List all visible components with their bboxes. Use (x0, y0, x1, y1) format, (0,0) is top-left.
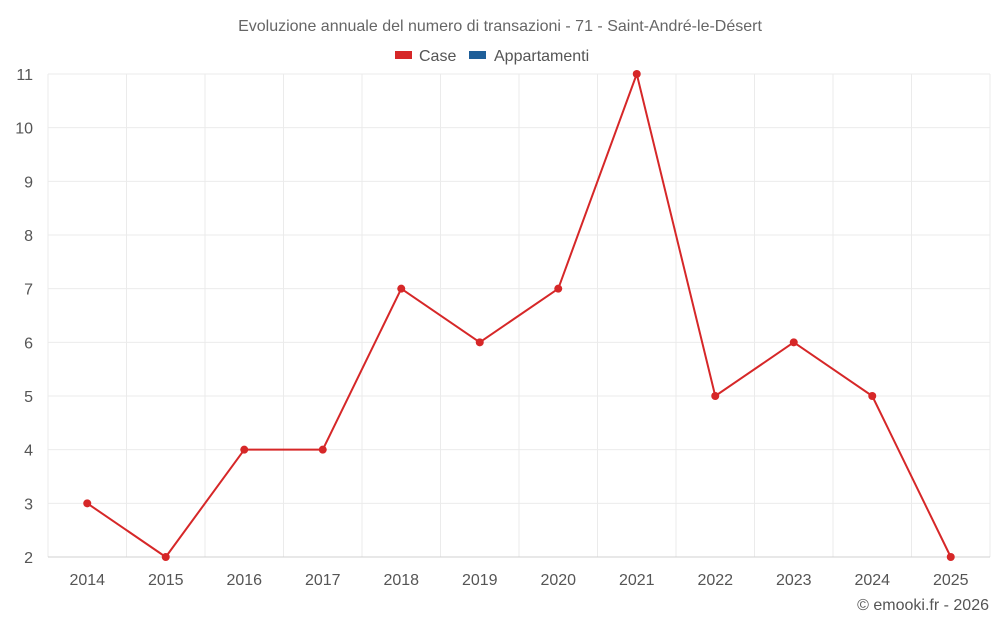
y-tick-label: 4 (24, 443, 33, 460)
data-point-case[interactable] (789, 338, 798, 347)
chart-title: Evoluzione annuale del numero di transaz… (238, 18, 762, 35)
legend: Case Appartamenti (395, 48, 589, 65)
y-tick-label: 6 (24, 335, 33, 352)
axes: 2 3 4 5 6 7 8 9 10 11 2014 2015 2016 2017 2018 2019 2020… (15, 67, 990, 589)
data-point-case[interactable] (632, 70, 641, 78)
data-point-case[interactable] (554, 284, 563, 293)
y-tick-label: 11 (16, 67, 33, 84)
legend-swatch-case (395, 51, 412, 59)
data-point-case[interactable] (475, 338, 484, 347)
credit-text: © emooki.fr - 2026 (857, 597, 989, 614)
legend-swatch-appartamenti (469, 51, 486, 59)
x-tick-label: 2016 (226, 572, 262, 589)
x-tick-label: 2017 (305, 572, 341, 589)
y-tick-label: 3 (24, 496, 33, 513)
x-tick-label: 2023 (776, 572, 812, 589)
series-case (83, 70, 955, 561)
x-tick-label: 2020 (540, 572, 576, 589)
y-tick-label: 5 (24, 389, 33, 406)
legend-item-appartamenti[interactable]: Appartamenti (469, 48, 589, 65)
x-tick-label: 2018 (383, 572, 419, 589)
data-point-case[interactable] (240, 445, 249, 454)
data-point-case[interactable] (711, 392, 720, 400)
data-point-case[interactable] (161, 553, 170, 561)
data-point-case[interactable] (946, 553, 955, 561)
series-line-case (86, 73, 952, 558)
x-tick-label: 2024 (854, 572, 890, 589)
y-tick-label: 7 (24, 282, 33, 299)
y-tick-label: 8 (24, 228, 33, 245)
legend-label-appartamenti: Appartamenti (494, 48, 589, 65)
x-tick-label: 2015 (148, 572, 184, 589)
x-tick-label: 2014 (69, 572, 105, 589)
data-point-case[interactable] (868, 392, 877, 400)
data-point-case[interactable] (318, 445, 327, 454)
y-tick-label: 9 (24, 174, 33, 191)
x-tick-label: 2022 (697, 572, 733, 589)
data-point-case[interactable] (397, 284, 406, 293)
y-tick-label: 10 (15, 121, 33, 138)
x-tick-label: 2025 (933, 572, 969, 589)
x-tick-label: 2021 (619, 572, 655, 589)
legend-item-case[interactable]: Case (395, 48, 456, 65)
legend-label-case: Case (419, 48, 456, 65)
x-tick-label: 2019 (462, 572, 498, 589)
y-tick-label: 2 (24, 550, 33, 567)
data-point-case[interactable] (83, 499, 92, 508)
